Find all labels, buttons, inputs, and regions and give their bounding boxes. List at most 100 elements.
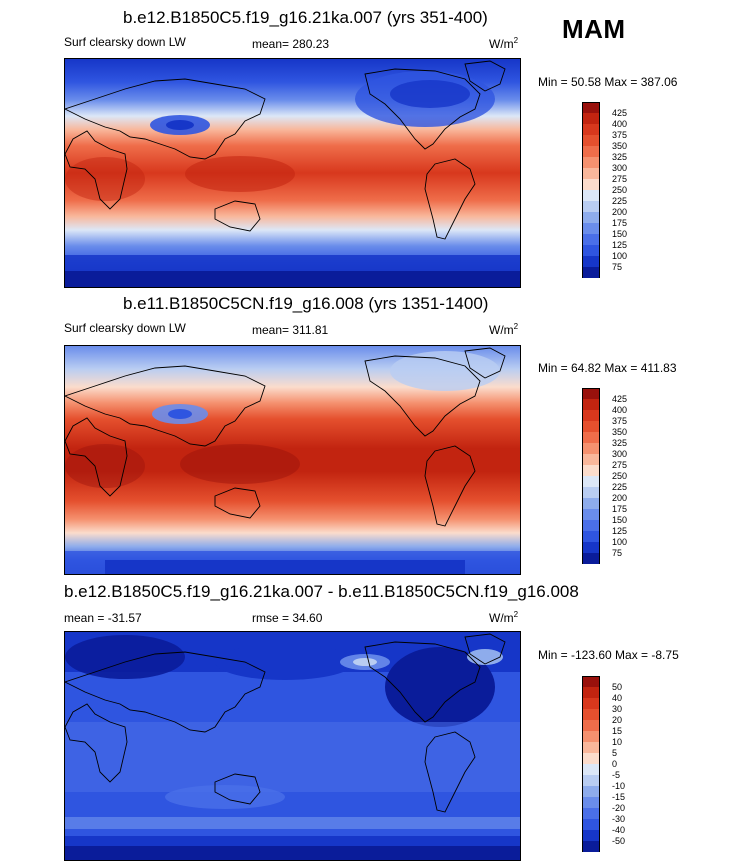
colorbar-swatch [582, 753, 600, 764]
colorbar-label: 400 [612, 405, 628, 415]
colorbar-swatch [582, 113, 600, 124]
colorbar-label: 225 [612, 482, 628, 492]
colorbar-swatch [582, 245, 600, 256]
colorbar-swatch [582, 797, 600, 808]
colorbar-swatch [582, 841, 600, 852]
panel-1-map [64, 58, 521, 288]
panel-2-units: W/m2 [489, 322, 519, 337]
colorbar-swatch [582, 421, 600, 432]
colorbar-label: 350 [612, 427, 628, 437]
colorbar-swatch [582, 124, 600, 135]
colorbar-label: 300 [612, 163, 628, 173]
colorbar-swatch [582, 157, 600, 168]
panel-1-mean-label: mean= 280.23 [252, 37, 330, 51]
panel-2-mean-label: mean= 311.81 [252, 323, 329, 337]
colorbar-label: 325 [612, 438, 628, 448]
colorbar-swatch [582, 201, 600, 212]
colorbar-swatch [582, 443, 600, 454]
colorbar-label: 225 [612, 196, 628, 206]
colorbar-label: 100 [612, 251, 628, 261]
colorbar-swatch [582, 399, 600, 410]
season-label: MAM [562, 14, 626, 44]
panel-1-title: b.e12.B1850C5.f19_g16.21ka.007 (yrs 351-… [123, 8, 488, 27]
colorbar-swatch [582, 808, 600, 819]
colorbar-swatch [582, 388, 600, 399]
colorbar-label: 300 [612, 449, 628, 459]
colorbar-label: 175 [612, 218, 628, 228]
colorbar-label: 40 [612, 693, 623, 703]
panel-3-title: b.e12.B1850C5.f19_g16.21ka.007 - b.e11.B… [64, 582, 579, 601]
panel-3-map [64, 631, 521, 861]
colorbar-label: 0 [612, 759, 618, 769]
colorbar-swatch [582, 476, 600, 487]
panel-3-minmax: Min = -123.60 Max = -8.75 [538, 648, 679, 662]
coastlines [65, 60, 506, 240]
coastlines [65, 633, 506, 813]
colorbar-swatch [582, 410, 600, 421]
panel-2-minmax: Min = 64.82 Max = 411.83 [538, 361, 677, 375]
colorbar-swatch [582, 553, 600, 564]
colorbar-swatch [582, 223, 600, 234]
colorbar-swatch [582, 687, 600, 698]
colorbar-swatch [582, 190, 600, 201]
panel-3-mean-label: mean = -31.57 [64, 611, 142, 625]
colorbar-swatch [582, 520, 600, 531]
colorbar-label: 50 [612, 682, 623, 692]
colorbar-label: 275 [612, 460, 628, 470]
panel-2-map [64, 345, 521, 575]
colorbar-label: 5 [612, 748, 618, 758]
colorbar-label: 425 [612, 108, 628, 118]
colorbar-label: 100 [612, 537, 628, 547]
colorbar-label: 75 [612, 262, 623, 272]
colorbar-swatch [582, 465, 600, 476]
north-america-deep-anomaly [385, 647, 495, 727]
colorbar-label: -15 [612, 792, 626, 802]
colorbar-label: 150 [612, 229, 628, 239]
colorbar-swatch [582, 146, 600, 157]
colorbar-swatch [582, 168, 600, 179]
panel-2-colorbar: 425 400 375 350 325 300 275 250 225 200 175 150 125 1… [582, 388, 627, 564]
colorbar-label: -5 [612, 770, 621, 780]
colorbar-swatch [582, 819, 600, 830]
colorbar-label: 250 [612, 471, 628, 481]
colorbar-label: -40 [612, 825, 626, 835]
colorbar-swatch [582, 234, 600, 245]
coastlines [65, 347, 506, 527]
colorbar-label: 20 [612, 715, 623, 725]
panel-1-variable-label: Surf clearsky down LW [64, 35, 186, 49]
colorbar-swatch [582, 267, 600, 278]
colorbar-label: -10 [612, 781, 626, 791]
panel-3-rmse-label: rmse = 34.60 [252, 611, 323, 625]
panel-1-colorbar: 425 400 375 350 325 300 275 250 225 200 175 150 125 1… [582, 102, 627, 278]
colorbar-swatch [582, 676, 600, 687]
colorbar-swatch [582, 135, 600, 146]
colorbar-swatch [582, 709, 600, 720]
colorbar-swatch [582, 764, 600, 775]
colorbar-swatch [582, 102, 600, 113]
colorbar-swatch [582, 786, 600, 797]
colorbar-label: 325 [612, 152, 628, 162]
colorbar-label: 175 [612, 504, 628, 514]
colorbar-label: 350 [612, 141, 628, 151]
colorbar-swatch [582, 830, 600, 841]
colorbar-swatch [582, 775, 600, 786]
colorbar-label: 200 [612, 493, 628, 503]
panel-3-colorbar: 50 40 30 20 15 10 5 0 -5 -10 -15 -20 -30 -40 -50 [582, 676, 625, 852]
colorbar-label: 250 [612, 185, 628, 195]
colorbar-label: 275 [612, 174, 628, 184]
colorbar-label: 30 [612, 704, 623, 714]
colorbar-swatch [582, 432, 600, 443]
colorbar-swatch [582, 256, 600, 267]
colorbar-label: 200 [612, 207, 628, 217]
colorbar-label: -30 [612, 814, 626, 824]
panel-2-title: b.e11.B1850C5CN.f19_g16.008 (yrs 1351-14… [123, 294, 489, 313]
colorbar-label: -20 [612, 803, 626, 813]
colorbar-label: 125 [612, 526, 628, 536]
panel-1-minmax: Min = 50.58 Max = 387.06 [538, 75, 678, 89]
colorbar-label: 150 [612, 515, 628, 525]
colorbar-swatch [582, 531, 600, 542]
colorbar-swatch [582, 212, 600, 223]
panel-2-variable-label: Surf clearsky down LW [64, 321, 186, 335]
colorbar-label: 375 [612, 130, 628, 140]
colorbar-swatch [582, 698, 600, 709]
